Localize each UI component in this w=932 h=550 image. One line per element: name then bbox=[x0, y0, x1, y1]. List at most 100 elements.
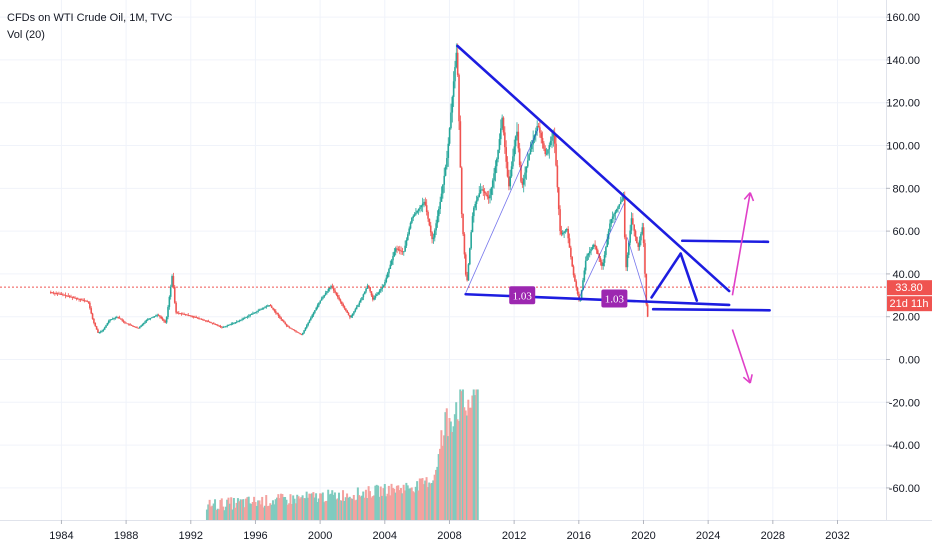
candle-body bbox=[72, 297, 75, 299]
candle bbox=[276, 312, 278, 315]
candle bbox=[155, 314, 157, 317]
candle-body bbox=[85, 300, 87, 302]
candle bbox=[539, 119, 541, 138]
candle bbox=[549, 136, 552, 147]
candle bbox=[249, 313, 251, 318]
volume-bar bbox=[409, 488, 412, 520]
trend-line[interactable] bbox=[679, 252, 699, 302]
candle-body bbox=[506, 161, 509, 177]
candle-body bbox=[276, 312, 278, 315]
volume-bar bbox=[301, 495, 304, 520]
candle-body bbox=[105, 325, 107, 328]
candle bbox=[415, 208, 417, 216]
candle-body bbox=[363, 291, 366, 295]
candle-body bbox=[637, 243, 640, 247]
candle-body bbox=[66, 295, 68, 297]
candle bbox=[450, 103, 452, 130]
candle-body bbox=[432, 237, 435, 240]
trend-line[interactable] bbox=[456, 44, 731, 293]
candle bbox=[525, 166, 528, 180]
candle-body bbox=[603, 254, 606, 263]
candle-body bbox=[490, 187, 493, 195]
pattern-leg-line[interactable] bbox=[465, 128, 539, 294]
candle-body bbox=[537, 125, 540, 128]
candle bbox=[177, 311, 180, 315]
candle-body bbox=[398, 249, 401, 251]
volume-bar bbox=[371, 496, 374, 520]
candle-body bbox=[190, 315, 192, 317]
ratio-label[interactable]: 1.03 bbox=[509, 286, 536, 305]
candle-body bbox=[128, 324, 130, 325]
candle bbox=[283, 319, 285, 323]
candle bbox=[529, 141, 532, 155]
candle-body bbox=[642, 227, 645, 244]
candle-body bbox=[618, 204, 621, 207]
candle-body bbox=[76, 298, 79, 300]
candle-body bbox=[248, 315, 250, 317]
candle-body bbox=[384, 282, 386, 286]
candle bbox=[82, 298, 84, 302]
candle bbox=[120, 318, 122, 320]
pattern-leg-line[interactable] bbox=[578, 203, 625, 299]
volume-bar bbox=[257, 500, 260, 520]
candle-body bbox=[161, 318, 164, 320]
ratio-label[interactable]: 1.03 bbox=[601, 289, 628, 308]
candle bbox=[638, 236, 641, 251]
candle bbox=[55, 291, 57, 295]
candle-body bbox=[130, 325, 133, 326]
volume-bar bbox=[325, 500, 328, 520]
volume-bar bbox=[311, 493, 314, 520]
candle bbox=[300, 333, 303, 336]
volume-bar bbox=[240, 499, 243, 520]
candle bbox=[435, 219, 437, 236]
breakout-up-arrow[interactable] bbox=[731, 192, 755, 296]
candle bbox=[274, 309, 277, 315]
candle-body bbox=[51, 292, 53, 294]
candle-body bbox=[90, 308, 93, 314]
candle bbox=[561, 230, 564, 236]
drawing-overlays[interactable]: 1.03 1.03 bbox=[456, 44, 771, 384]
candle bbox=[334, 287, 336, 294]
candle-body bbox=[221, 326, 223, 328]
candle-body bbox=[444, 166, 447, 176]
candle-body bbox=[153, 316, 156, 317]
volume-bar bbox=[243, 507, 246, 520]
candle bbox=[214, 323, 216, 325]
candle-body bbox=[260, 309, 262, 311]
candle-body bbox=[351, 313, 354, 316]
trend-line[interactable] bbox=[650, 252, 682, 299]
candle-body bbox=[235, 321, 238, 323]
candle bbox=[311, 313, 313, 319]
candle bbox=[160, 315, 163, 320]
candle-body bbox=[110, 319, 113, 320]
candle bbox=[381, 283, 384, 292]
trend-line[interactable] bbox=[680, 239, 770, 244]
breakout-down-arrow[interactable] bbox=[731, 329, 753, 384]
candle-body bbox=[509, 176, 512, 187]
candle bbox=[576, 287, 579, 296]
candle-body bbox=[346, 310, 349, 313]
candle bbox=[196, 317, 199, 319]
candle bbox=[619, 196, 622, 205]
candle-body bbox=[615, 209, 618, 212]
candle bbox=[517, 123, 520, 153]
candle-body bbox=[186, 314, 188, 316]
volume-bar bbox=[212, 503, 215, 520]
candle bbox=[489, 188, 491, 204]
candle bbox=[49, 290, 52, 295]
trend-line[interactable] bbox=[651, 307, 771, 312]
candle bbox=[63, 294, 66, 296]
candle-body bbox=[404, 245, 406, 252]
candle-body bbox=[312, 312, 315, 316]
candle bbox=[351, 313, 354, 318]
pattern-leg-line[interactable] bbox=[626, 237, 648, 301]
candle-body bbox=[284, 322, 287, 325]
candle-body bbox=[456, 52, 459, 75]
candle bbox=[289, 327, 292, 329]
candle-body bbox=[336, 295, 339, 298]
candle bbox=[345, 308, 347, 312]
candle-body bbox=[633, 224, 635, 231]
candle-body bbox=[52, 292, 55, 294]
candle bbox=[629, 224, 631, 246]
